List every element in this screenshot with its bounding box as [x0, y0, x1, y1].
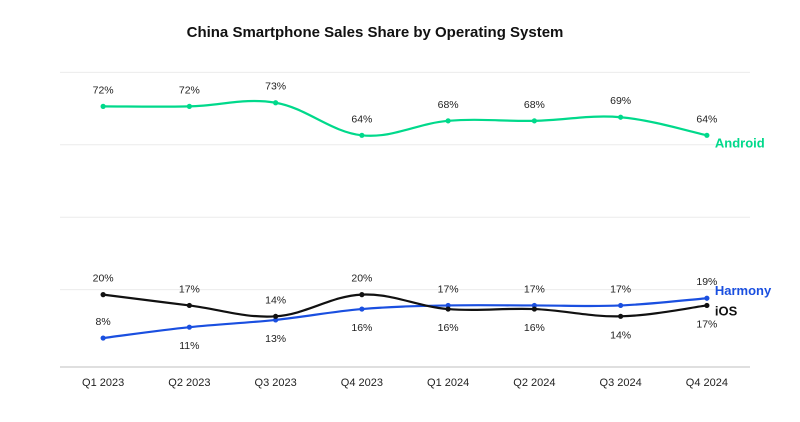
data-label: 17% — [438, 283, 459, 295]
x-tick-label: Q1 2023 — [82, 377, 124, 389]
grid — [60, 71, 750, 291]
series-harmony: 8% 11% 13% 16% 17% 17% 17% 19%Harmony — [96, 276, 772, 352]
data-label: 17% — [610, 283, 631, 295]
data-point — [100, 335, 106, 341]
series-line — [102, 293, 708, 318]
data-label: 68% — [438, 99, 459, 111]
series-android: 72% 72% 73% 64% 68% 68% 69% 64% Android — [93, 81, 765, 151]
series-name-label: Harmony — [715, 283, 772, 298]
data-label: 16% — [524, 322, 545, 334]
data-point — [186, 324, 192, 330]
data-point — [445, 118, 451, 124]
chart-title: China Smartphone Sales Share by Operatin… — [187, 24, 564, 41]
x-tick-label: Q1 2024 — [427, 377, 469, 389]
data-label: 16% — [351, 322, 372, 334]
data-point — [273, 317, 279, 323]
data-label: 68% — [524, 99, 545, 111]
data-point — [445, 302, 451, 309]
data-point — [359, 132, 365, 138]
data-label: 17% — [524, 283, 545, 295]
data-label: 72% — [93, 84, 114, 96]
x-tick-label: Q3 2023 — [255, 377, 297, 389]
data-label: 17% — [696, 318, 717, 330]
series-line — [102, 297, 708, 340]
data-point — [618, 313, 624, 319]
data-point — [100, 103, 106, 109]
data-point — [186, 103, 192, 109]
data-label: 13% — [265, 333, 286, 345]
data-point — [531, 118, 537, 124]
data-label: 19% — [696, 276, 717, 288]
x-tick-label: Q4 2023 — [341, 377, 383, 389]
x-tick-label: Q2 2023 — [168, 377, 210, 389]
data-label: 14% — [265, 294, 286, 306]
data-label: 14% — [610, 329, 631, 341]
series-layer: 72% 72% 73% 64% 68% 68% 69% 64% Android 8% 11% 13% 1… — [93, 81, 772, 352]
data-label: 11% — [179, 340, 199, 352]
series-name-label: Android — [715, 135, 765, 150]
x-tick-label: Q3 2024 — [600, 377, 642, 389]
data-label: 64% — [696, 113, 717, 125]
data-point — [186, 302, 192, 309]
data-point — [704, 132, 710, 138]
data-point — [618, 114, 624, 120]
data-point — [273, 313, 279, 319]
data-label: 73% — [265, 81, 286, 93]
data-point — [273, 100, 279, 106]
data-label: 20% — [93, 273, 114, 285]
data-point — [704, 295, 710, 301]
data-point — [531, 302, 537, 309]
data-point — [100, 292, 106, 298]
data-label: 64% — [351, 113, 372, 125]
series-line — [102, 99, 708, 137]
data-point — [445, 306, 451, 312]
data-label: 72% — [179, 84, 200, 96]
data-point — [704, 302, 710, 309]
data-label: 16% — [438, 322, 459, 334]
x-tick-label: Q2 2024 — [513, 377, 555, 389]
data-label: 17% — [179, 283, 200, 295]
series-name-label: iOS — [715, 303, 738, 318]
data-point — [359, 306, 365, 312]
series-ios: 20%17%14%20%16% 16%14%17%iOS — [93, 273, 738, 342]
data-label: 69% — [610, 95, 631, 107]
data-point — [359, 292, 365, 298]
data-point — [531, 306, 537, 312]
x-axis: Q1 2023 Q2 2023 Q3 2023 Q4 2023 Q1 2024 Q2 20… — [60, 366, 750, 389]
x-tick-label: Q4 2024 — [686, 377, 728, 389]
data-label: 8% — [96, 316, 111, 328]
data-label: 20% — [351, 273, 372, 285]
data-point — [618, 302, 624, 309]
